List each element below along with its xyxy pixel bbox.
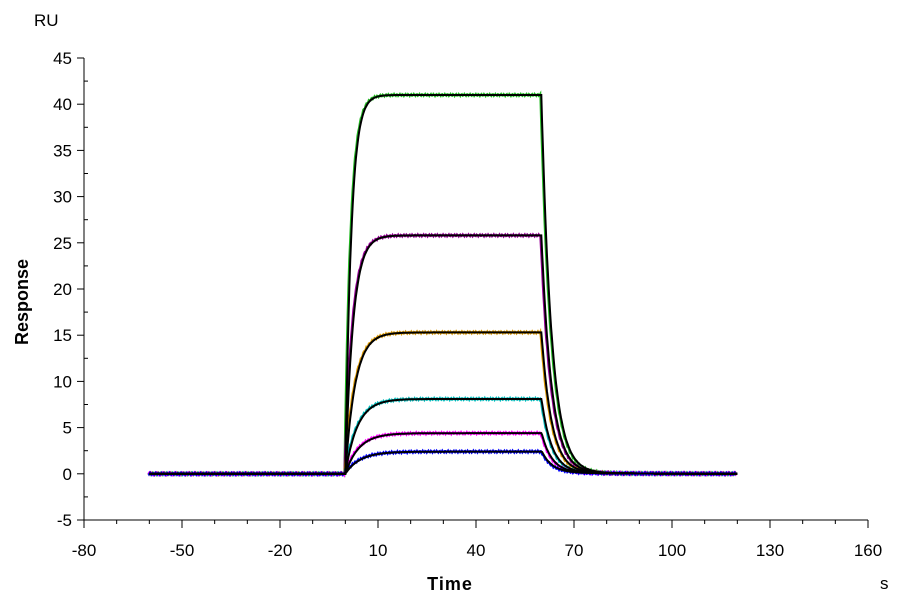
fit-series-curve-6 <box>149 450 738 475</box>
x-tick-label: 70 <box>565 541 584 560</box>
y-unit-label: RU <box>34 11 59 30</box>
y-tick-label: 45 <box>53 49 72 68</box>
y-axis-title: Response <box>12 259 32 345</box>
y-tick-label: 0 <box>63 465 72 484</box>
data-series-curve-6 <box>147 448 738 477</box>
y-tick-label: 20 <box>53 280 72 299</box>
x-tick-label: 40 <box>467 541 486 560</box>
data-series-curve-4 <box>147 395 738 477</box>
curves <box>147 90 738 478</box>
y-tick-label: 5 <box>63 419 72 438</box>
x-tick-label: -20 <box>268 541 293 560</box>
x-axis-title: Time <box>427 574 473 594</box>
x-tick-label: -80 <box>72 541 97 560</box>
y-tick-label: 35 <box>53 141 72 160</box>
y-tick-label: 25 <box>53 234 72 253</box>
x-tick-label: 100 <box>658 541 686 560</box>
y-tick-label: 15 <box>53 326 72 345</box>
x-unit-label: s <box>880 574 889 593</box>
data-series-curve-2 <box>147 232 738 477</box>
y-tick-label: 10 <box>53 372 72 391</box>
data-series-curve-3 <box>147 327 737 477</box>
y-tick-label: 40 <box>53 95 72 114</box>
fit-series-curve-2 <box>149 234 738 475</box>
fit-series-curve-5 <box>149 432 738 475</box>
x-tick-label: 160 <box>854 541 882 560</box>
fit-series-curve-1 <box>149 94 738 475</box>
data-series-curve-5 <box>147 429 738 478</box>
fit-series-curve-4 <box>149 398 738 475</box>
x-tick-label: -50 <box>170 541 195 560</box>
data-series-curve-1 <box>147 90 737 478</box>
x-tick-label: 10 <box>369 541 388 560</box>
y-tick-label: 30 <box>53 188 72 207</box>
y-tick-label: -5 <box>57 511 72 530</box>
x-tick-label: 130 <box>756 541 784 560</box>
